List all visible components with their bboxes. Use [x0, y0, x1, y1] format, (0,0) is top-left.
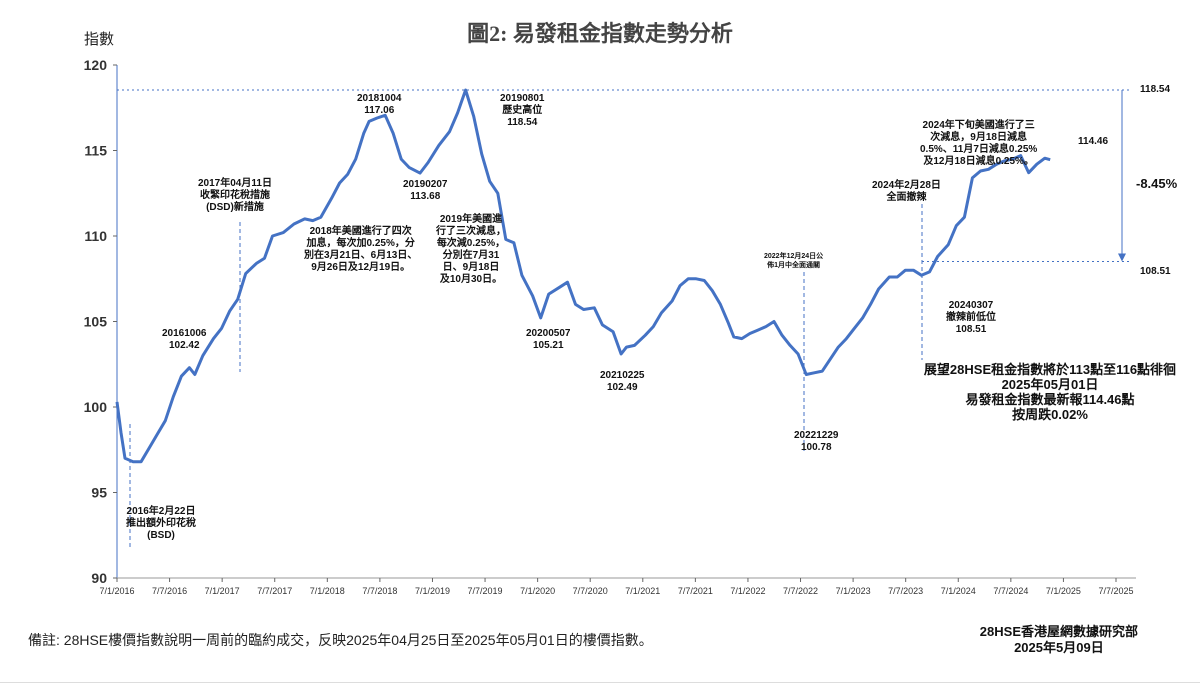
- forecast-box: 展望28HSE租金指數將於113點至116點徘徊 2025年05月01日 易發租…: [900, 362, 1200, 422]
- annotation-2018-rate-hikes: 2018年美國進行了四次 加息，每次加0.25%，分 別在3月21日、6月13日、 9…: [304, 226, 418, 273]
- drop-arrow-head: [1118, 253, 1126, 262]
- annotation-20190801-high: 20190801 歷史高位 118.54: [500, 93, 545, 128]
- bottom-divider: [0, 682, 1200, 683]
- y-tick-label: 110: [84, 228, 107, 244]
- y-tick-label: 105: [84, 314, 108, 330]
- right-value-low: 108.51: [1140, 266, 1171, 277]
- annotation-latest: 114.46: [1078, 136, 1109, 147]
- y-tick-label: 120: [84, 57, 108, 73]
- x-tick-label: 7/7/2024: [993, 586, 1028, 596]
- forecast-line-3: 易發租金指數最新報114.46點: [965, 392, 1135, 407]
- x-tick-label: 7/1/2017: [205, 586, 240, 596]
- axes: 90 95 100 105 110 115 120 7/1/2016 7/7/2016 7/1/2…: [84, 57, 1136, 596]
- x-tick-label: 7/7/2021: [678, 586, 713, 596]
- x-tick-label: 7/7/2017: [257, 586, 292, 596]
- x-tick-label: 7/1/2020: [520, 586, 555, 596]
- source-date: 2025年5月09日: [1014, 640, 1104, 655]
- change-percent: -8.45%: [1136, 176, 1178, 191]
- x-tick-label: 7/7/2018: [362, 586, 397, 596]
- forecast-line-1: 展望28HSE租金指數將於113點至116點徘徊: [923, 362, 1177, 377]
- annotation-20240307: 20240307 撤辣前低位 108.51: [946, 300, 996, 335]
- source-org: 28HSE香港屋網數據研究部: [979, 624, 1138, 639]
- x-tick-label: 7/1/2024: [941, 586, 976, 596]
- x-tick-label: 7/1/2025: [1046, 586, 1081, 596]
- y-tick-label: 90: [91, 570, 107, 586]
- footnote: 備註: 28HSE樓價指數說明一周前的臨約成交，反映2025年04月25日至20…: [28, 632, 653, 648]
- annotation-20161006: 20161006 102.42: [162, 328, 207, 351]
- x-tick-label: 7/1/2016: [99, 586, 134, 596]
- x-tick-label: 7/7/2023: [888, 586, 923, 596]
- annotation-2019-rate-cuts: 2019年美國進 行了三次減息， 每次減0.25%， 分別在7月31 日、9月18日 及1…: [436, 214, 506, 285]
- x-tick-label: 7/7/2025: [1098, 586, 1133, 596]
- source-block: 28HSE香港屋網數據研究部 2025年5月09日: [980, 624, 1138, 656]
- x-tick-label: 7/1/2018: [310, 586, 345, 596]
- annotation-20200507: 20200507 105.21: [526, 328, 571, 351]
- annotation-20210225: 20210225 102.49: [600, 370, 645, 393]
- chart-title: 圖2: 易發租金指數走勢分析: [467, 21, 733, 46]
- annotation-2024-rate-cuts: 2024年下旬美國進行了三 次減息，9月18日減息 0.5%、11月7日減息0.25…: [920, 120, 1038, 167]
- series-line: [115, 88, 1051, 464]
- annotation-reopening: 2022年12月24日公 佈1月中全面通關: [764, 253, 824, 269]
- x-tick-label: 7/7/2019: [468, 586, 503, 596]
- annotation-20181004: 20181004 117.06: [357, 93, 402, 116]
- y-tick-label: 95: [91, 485, 107, 501]
- forecast-line-2: 2025年05月01日: [1001, 377, 1099, 392]
- annotation-remove-cooling: 2024年2月28日 全面撤辣: [872, 180, 941, 203]
- x-tick-label: 7/7/2020: [573, 586, 608, 596]
- forecast-line-4: 按周跌0.02%: [1012, 407, 1088, 422]
- right-value-high: 118.54: [1140, 84, 1171, 95]
- annotation-dsd: 2017年04月11日 收緊印花稅措施 (DSD)新措施: [198, 178, 272, 213]
- y-tick-label: 100: [84, 399, 108, 415]
- x-tick-label: 7/7/2022: [783, 586, 818, 596]
- x-tick-label: 7/7/2016: [152, 586, 187, 596]
- x-tick-label: 7/1/2021: [625, 586, 660, 596]
- annotation-20221229: 20221229 100.78: [794, 430, 839, 453]
- y-tick-label: 115: [84, 143, 107, 159]
- x-tick-label: 7/1/2019: [415, 586, 450, 596]
- annotation-bsd: 2016年2月22日 推出額外印花稅 (BSD): [126, 506, 196, 541]
- x-tick-label: 7/1/2023: [836, 586, 871, 596]
- x-tick-label: 7/1/2022: [730, 586, 765, 596]
- y-axis-label: 指數: [84, 31, 115, 48]
- series-layer: [115, 88, 1051, 464]
- guide-lines: [117, 89, 1130, 548]
- annotation-20190207: 20190207 113.68: [403, 179, 448, 202]
